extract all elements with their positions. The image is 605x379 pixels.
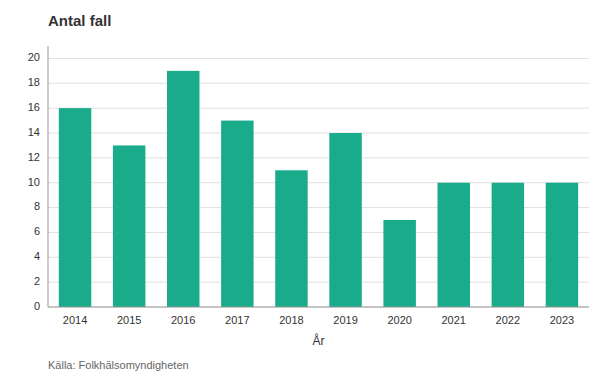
- x-tick-label: 2019: [333, 314, 357, 326]
- y-tick-label: 10: [28, 176, 40, 188]
- grid-line: [48, 307, 589, 308]
- y-tick-label: 14: [28, 126, 40, 138]
- y-tick-label: 8: [34, 200, 40, 212]
- x-tick-label: 2016: [171, 314, 195, 326]
- x-tick-label: 2018: [279, 314, 303, 326]
- bar: [275, 170, 307, 307]
- bar: [329, 133, 361, 307]
- y-tick-label: 12: [28, 151, 40, 163]
- x-axis: 2014 2015 2016 2017 2018 2019 2020 2021 2022 2023: [48, 307, 589, 326]
- y-tick-label: 4: [34, 250, 40, 262]
- x-tick-label: 2015: [117, 314, 141, 326]
- source-note: Källa: Folkhälsomyndigheten: [48, 359, 189, 371]
- y-axis: 0 2 4 6 8 10 12 14 16 18 20: [28, 46, 48, 312]
- y-tick-label: 2: [34, 275, 40, 287]
- grid-line: [48, 83, 589, 84]
- chart: 0246810121416182020142015201620172018201…: [0, 0, 605, 379]
- bar: [221, 121, 253, 307]
- bar: [59, 108, 91, 307]
- bar: [546, 183, 578, 307]
- y-tick-label: 18: [28, 76, 40, 88]
- grid: [48, 58, 589, 307]
- y-tick-label: 6: [34, 225, 40, 237]
- y-tick-label: 20: [28, 51, 40, 63]
- x-tick-label: 2021: [442, 314, 466, 326]
- x-tick-label: 2020: [387, 314, 411, 326]
- x-tick-label: 2014: [63, 314, 87, 326]
- bar: [167, 71, 199, 307]
- title: Antal fall: [48, 12, 111, 29]
- bar: [492, 183, 524, 307]
- x-axis-line: [48, 307, 589, 308]
- x-tick-label: 2022: [496, 314, 520, 326]
- y-axis-line: [48, 46, 49, 307]
- grid-line: [48, 133, 589, 134]
- x-tick-label: 2023: [550, 314, 574, 326]
- x-tick-label: 2017: [225, 314, 249, 326]
- bar: [113, 145, 145, 307]
- grid-line: [48, 108, 589, 109]
- bar: [383, 220, 415, 307]
- y-tick-label: 0: [34, 300, 40, 312]
- grid-line: [48, 58, 589, 59]
- y-tick-label: 16: [28, 101, 40, 113]
- x-axis-label: År: [313, 333, 325, 348]
- bars: [59, 71, 578, 307]
- bar: [438, 183, 470, 307]
- chart-container: 0246810121416182020142015201620172018201…: [0, 0, 605, 379]
